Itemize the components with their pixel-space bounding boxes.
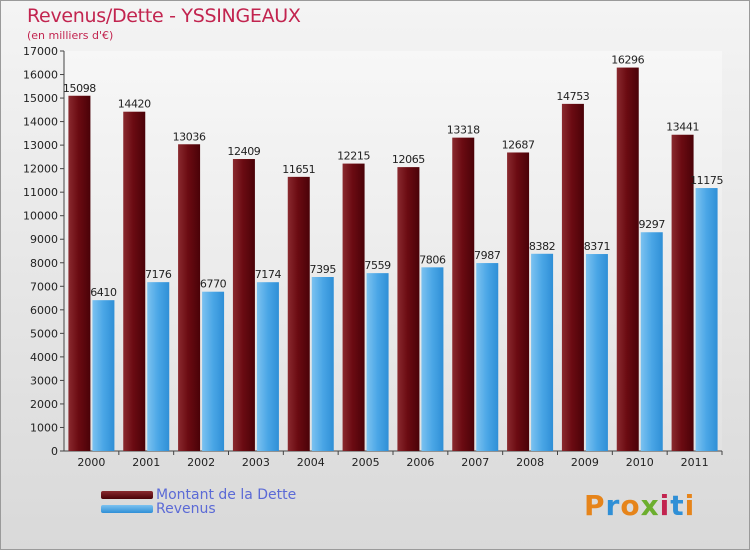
data-label-dette: 13036 (173, 130, 206, 143)
logo-letter: P (584, 489, 606, 522)
plot-area: 0 1000 2000 3000 4000 5000 6000 7000 8000 9000 100… (23, 45, 724, 469)
y-tick-label: 4000 (30, 351, 58, 364)
data-label-revenus: 8382 (529, 240, 555, 253)
bar-dette (397, 167, 420, 451)
y-tick-label: 0 (51, 445, 58, 458)
bar-dette (671, 134, 694, 451)
y-tick-label: 6000 (30, 304, 58, 317)
y-tick-label: 3000 (30, 374, 58, 387)
bar-revenus (92, 300, 115, 451)
data-label-dette: 14420 (118, 98, 151, 111)
bar-revenus (256, 282, 279, 451)
data-label-revenus: 7987 (474, 249, 501, 262)
data-label-revenus: 7395 (310, 263, 337, 276)
legend-swatch-revenus (101, 505, 153, 513)
x-tick-label: 2003 (242, 456, 270, 469)
x-tick-label: 2006 (406, 456, 434, 469)
x-tick-label: 2009 (571, 456, 599, 469)
data-label-revenus: 6770 (200, 278, 227, 291)
x-tick-label: 2011 (681, 456, 709, 469)
bar-revenus (147, 282, 170, 451)
data-label-dette: 16296 (611, 54, 644, 67)
bar-dette (123, 111, 146, 452)
data-label-dette: 12409 (227, 145, 260, 158)
x-tick-label: 2002 (187, 456, 215, 469)
logo-letter: o (620, 489, 641, 522)
data-label-dette: 14753 (556, 90, 589, 103)
data-label-revenus: 7174 (255, 268, 282, 281)
y-tick-label: 11000 (23, 186, 58, 199)
bar-revenus (695, 188, 718, 451)
x-tick-label: 2005 (352, 456, 380, 469)
y-tick-label: 17000 (23, 45, 58, 58)
y-tick-label: 15000 (23, 92, 58, 105)
bar-dette (561, 103, 584, 451)
bar-revenus (202, 291, 225, 451)
data-label-dette: 12687 (502, 138, 535, 151)
bar-revenus (476, 263, 499, 451)
y-tick-label: 2000 (30, 398, 58, 411)
data-label-revenus: 7806 (419, 253, 446, 266)
y-tick-label: 8000 (30, 257, 58, 270)
bar-revenus (585, 254, 608, 451)
logo-letter: x (640, 489, 660, 522)
y-tick-label: 16000 (23, 69, 58, 82)
y-tick-label: 13000 (23, 139, 58, 152)
bar-dette (342, 163, 365, 451)
y-tick-label: 12000 (23, 163, 58, 176)
chart-subtitle: (en milliers d'€) (27, 29, 114, 42)
bar-dette (232, 159, 255, 451)
legend-swatch-dette (101, 491, 153, 499)
x-tick-label: 2004 (297, 456, 325, 469)
bar-dette (178, 144, 201, 452)
data-label-revenus: 11175 (690, 174, 723, 187)
x-tick-label: 2008 (516, 456, 544, 469)
bar-dette (507, 152, 530, 451)
chart-title: Revenus/Dette - YSSINGEAUX (27, 5, 301, 27)
data-label-dette: 13318 (447, 124, 480, 137)
bar-dette (287, 176, 310, 451)
data-label-dette: 11651 (282, 163, 315, 176)
data-label-revenus: 6410 (90, 286, 117, 299)
logo-letter: r (605, 489, 621, 522)
y-tick-label: 14000 (23, 116, 58, 129)
data-label-revenus: 9297 (639, 218, 666, 231)
logo-letter: t (670, 489, 685, 522)
y-tick-label: 5000 (30, 327, 58, 340)
bar-revenus (311, 277, 334, 451)
data-label-revenus: 7176 (145, 268, 172, 281)
x-tick-label: 2010 (626, 456, 654, 469)
bar-dette (452, 137, 475, 451)
y-tick-label: 7000 (30, 280, 58, 293)
data-label-revenus: 7559 (364, 259, 391, 272)
legend-item-revenus: Revenus (101, 501, 216, 517)
data-label-dette: 12065 (392, 153, 425, 166)
data-label-dette: 12215 (337, 150, 370, 163)
plot-background (64, 51, 722, 451)
bar-dette (616, 67, 639, 452)
proxiti-logo: Proxiti (584, 489, 695, 522)
legend-label-revenus: Revenus (156, 501, 216, 517)
bar-revenus (421, 267, 444, 451)
logo-letter: i (659, 489, 671, 522)
data-label-dette: 13441 (666, 121, 699, 134)
bar-dette (68, 95, 91, 452)
legend-label-dette: Montant de la Dette (156, 487, 297, 503)
y-tick-label: 10000 (23, 210, 58, 223)
bar-revenus (531, 253, 554, 451)
bar-revenus (640, 232, 663, 451)
x-tick-label: 2001 (132, 456, 160, 469)
y-tick-label: 1000 (30, 421, 58, 434)
bar-revenus (366, 273, 389, 451)
data-label-revenus: 8371 (584, 240, 610, 253)
data-label-dette: 15098 (63, 82, 96, 95)
x-tick-label: 2000 (77, 456, 105, 469)
x-tick-label: 2007 (461, 456, 489, 469)
y-tick-label: 9000 (30, 233, 58, 246)
logo-letter: i (684, 489, 696, 522)
legend-item-dette: Montant de la Dette (101, 487, 296, 503)
